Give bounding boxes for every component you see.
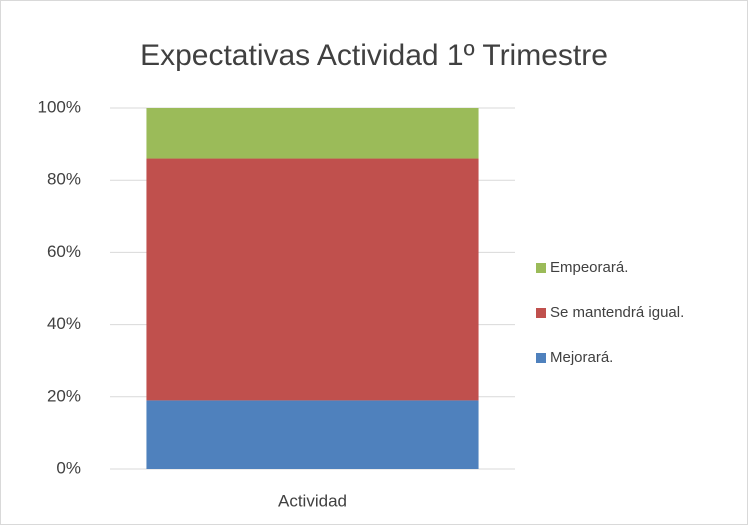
legend-label: Se mantendrá igual. [550,304,684,321]
y-tick-label: 0% [56,458,81,477]
bar-segment [146,158,479,401]
chart-title: Expectativas Actividad 1º Trimestre [140,39,608,72]
y-tick-label: 100% [38,97,81,116]
legend-swatch [536,353,546,363]
x-tick-label: Actividad [278,491,347,510]
y-tick-label: 80% [47,170,81,189]
y-tick-label: 60% [47,242,81,261]
bar-segment [146,400,479,469]
legend-swatch [536,308,546,318]
y-tick-label: 20% [47,386,81,405]
legend-swatch [536,263,546,273]
legend-label: Empeorará. [550,259,628,276]
bar-segment [146,108,479,159]
legend-label: Mejorará. [550,349,613,366]
y-tick-label: 40% [47,314,81,333]
